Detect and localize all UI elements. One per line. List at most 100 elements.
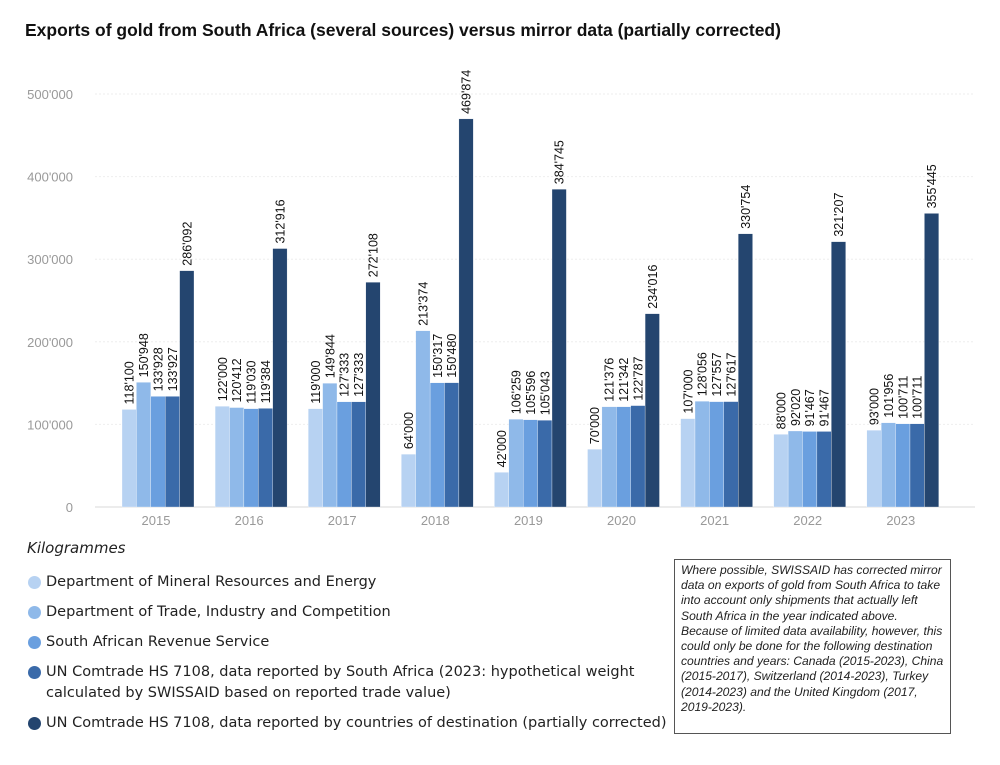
bar[interactable] <box>738 233 753 508</box>
bar[interactable] <box>787 430 803 508</box>
bar-data-label: 127'557 <box>710 352 724 396</box>
bar[interactable] <box>601 406 617 508</box>
bar[interactable] <box>444 382 460 508</box>
bar[interactable] <box>179 270 195 508</box>
bar[interactable] <box>258 408 273 508</box>
bar[interactable] <box>680 418 696 508</box>
x-tick-label: 2023 <box>886 513 915 528</box>
bars <box>121 118 939 508</box>
bar-data-label: 150'480 <box>445 334 459 378</box>
bar-data-label: 355'445 <box>925 164 939 208</box>
unit-label: Kilogrammes <box>27 539 126 557</box>
bar[interactable] <box>121 409 137 508</box>
bar[interactable] <box>723 401 739 508</box>
bar-data-label: 118'100 <box>123 361 137 404</box>
bar-data-label: 107'000 <box>681 369 695 413</box>
y-axis-ticks: 0 100'000 200'000 300'000 400'000 500'000 <box>27 87 73 515</box>
bar-data-label: 92'020 <box>789 389 803 426</box>
bar-data-label: 133'927 <box>166 347 180 391</box>
legend-swatch-icon <box>28 576 41 589</box>
bar-data-label: 93'000 <box>868 388 882 425</box>
bar[interactable] <box>924 213 939 508</box>
bar-data-label: 119'030 <box>245 360 259 403</box>
bar-data-label: 120'412 <box>230 358 244 402</box>
legend-item[interactable]: Department of Mineral Resources and Ener… <box>28 572 668 593</box>
bar[interactable] <box>165 396 180 508</box>
bar-data-label: 42'000 <box>495 430 509 467</box>
bar[interactable] <box>336 401 352 508</box>
bar-data-label: 127'333 <box>352 353 366 397</box>
bar[interactable] <box>150 396 166 508</box>
x-tick-label: 2015 <box>142 513 171 528</box>
y-tick-label: 300'000 <box>27 252 73 267</box>
bar[interactable] <box>229 407 245 508</box>
bar[interactable] <box>494 472 509 508</box>
bar-data-label: 100'711 <box>911 376 925 419</box>
bar[interactable] <box>136 382 151 508</box>
bar[interactable] <box>616 406 631 508</box>
bar[interactable] <box>351 401 366 508</box>
legend-swatch-icon <box>28 606 41 619</box>
bar-data-label: 70'000 <box>588 407 602 444</box>
bar[interactable] <box>508 419 524 508</box>
bar[interactable] <box>802 431 818 508</box>
bar[interactable] <box>214 406 230 508</box>
bar[interactable] <box>458 118 474 508</box>
bar[interactable] <box>415 330 431 508</box>
y-tick-label: 400'000 <box>27 170 73 185</box>
bar[interactable] <box>895 423 911 508</box>
bar-data-label: 105'596 <box>524 371 538 415</box>
bar[interactable] <box>365 282 381 508</box>
legend-item[interactable]: UN Comtrade HS 7108, data reported by co… <box>28 713 668 734</box>
bar-data-label: 91'467 <box>803 389 817 426</box>
bar[interactable] <box>272 248 288 508</box>
legend-item[interactable]: UN Comtrade HS 7108, data reported by So… <box>28 662 668 704</box>
bar[interactable] <box>773 434 789 508</box>
bar-data-label: 127'617 <box>725 352 739 396</box>
legend-label: Department of Mineral Resources and Ener… <box>46 574 377 590</box>
bar[interactable] <box>401 453 416 508</box>
bar[interactable] <box>308 408 323 508</box>
bar[interactable] <box>537 420 553 508</box>
bar[interactable] <box>429 382 445 508</box>
bar-data-label: 213'374 <box>416 282 430 326</box>
bar[interactable] <box>694 401 710 508</box>
bar[interactable] <box>866 430 882 508</box>
bar[interactable] <box>243 408 259 508</box>
bar[interactable] <box>644 313 660 508</box>
bar-data-label: 121'342 <box>617 358 631 402</box>
bar[interactable] <box>551 189 567 508</box>
chart-title: Exports of gold from South Africa (sever… <box>25 20 781 40</box>
bar[interactable] <box>322 383 338 508</box>
bar-data-label: 286'092 <box>180 222 194 266</box>
bar-data-label: 119'384 <box>259 360 273 403</box>
bar[interactable] <box>816 431 832 508</box>
bar[interactable] <box>630 405 646 508</box>
bar[interactable] <box>909 423 925 508</box>
y-tick-label: 0 <box>66 500 73 515</box>
bar-data-label: 469'874 <box>460 70 474 114</box>
legend-item[interactable]: South African Revenue Service <box>28 632 668 653</box>
bar[interactable] <box>587 449 603 508</box>
bar-data-label: 101'956 <box>882 374 896 418</box>
bar[interactable] <box>709 401 724 508</box>
bar-data-label: 100'711 <box>896 376 910 419</box>
bar-data-label: 88'000 <box>774 392 788 429</box>
y-tick-label: 500'000 <box>27 87 73 102</box>
bar-data-label: 106'259 <box>510 370 524 414</box>
bar[interactable] <box>831 241 846 508</box>
legend-item[interactable]: Department of Trade, Industry and Compet… <box>28 602 668 623</box>
bar-data-label: 150'317 <box>431 334 445 378</box>
bar[interactable] <box>881 422 896 508</box>
bar-data-label: 127'333 <box>338 353 352 397</box>
bar-data-label: 128'056 <box>696 352 710 396</box>
x-tick-label: 2022 <box>793 513 822 528</box>
bar-data-label: 122'000 <box>216 357 230 401</box>
bar-data-label: 312'916 <box>273 199 287 243</box>
bar[interactable] <box>523 419 538 508</box>
x-axis-ticks: 2015 2016 2017 2018 2019 2020 2021 2022 2023 <box>142 513 916 528</box>
x-tick-label: 2016 <box>235 513 264 528</box>
methodology-note: Where possible, SWISSAID has corrected m… <box>674 559 951 734</box>
x-tick-label: 2017 <box>328 513 357 528</box>
bar-data-label: 121'376 <box>603 358 617 402</box>
